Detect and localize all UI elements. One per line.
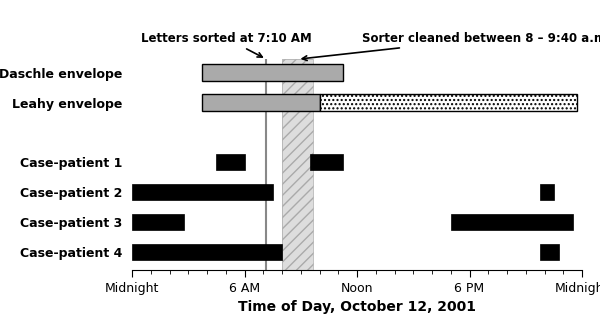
Text: Letters sorted at 7:10 AM: Letters sorted at 7:10 AM (141, 32, 312, 57)
Bar (202, 64, 343, 81)
Bar (540, 184, 554, 200)
Bar (320, 94, 577, 111)
X-axis label: Time of Day, October 12, 2001: Time of Day, October 12, 2001 (238, 300, 476, 314)
Bar (217, 154, 245, 170)
Bar (282, 59, 313, 270)
Bar (451, 214, 572, 230)
Bar (202, 94, 320, 111)
Text: Sorter cleaned between 8 – 9:40 a.m.: Sorter cleaned between 8 – 9:40 a.m. (302, 32, 600, 61)
Bar (132, 244, 282, 260)
Bar (310, 154, 343, 170)
Bar (132, 184, 272, 200)
Bar (540, 244, 559, 260)
Bar (132, 214, 184, 230)
Bar (282, 59, 313, 270)
